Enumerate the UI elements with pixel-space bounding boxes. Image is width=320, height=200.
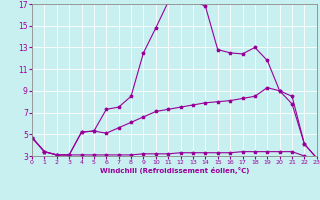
X-axis label: Windchill (Refroidissement éolien,°C): Windchill (Refroidissement éolien,°C) — [100, 167, 249, 174]
